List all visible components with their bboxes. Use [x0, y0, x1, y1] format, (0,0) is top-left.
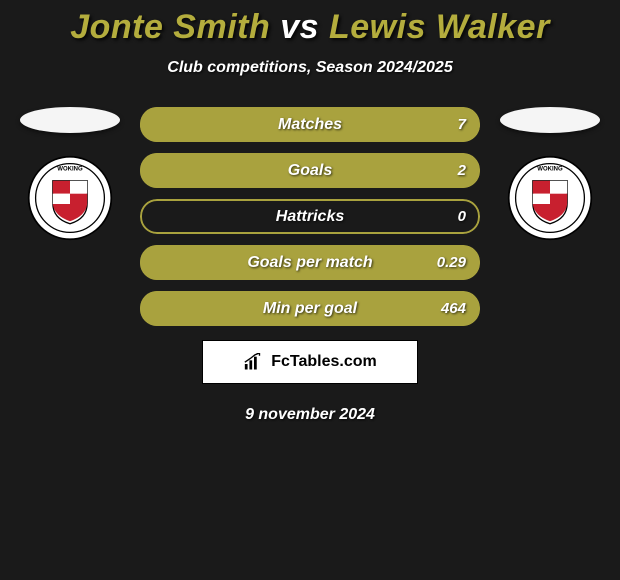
stat-label: Goals per match — [247, 254, 372, 272]
stat-value-right: 7 — [458, 116, 466, 133]
stats-column: Matches 7 Goals 2 Hattricks 0 Goals per match 0… — [140, 107, 480, 326]
subtitle: Club competitions, Season 2024/2025 — [0, 59, 620, 77]
player1-club-badge: WOKING — [27, 155, 113, 241]
stat-bar: Goals 2 — [140, 153, 480, 188]
comparison-row: WOKING Matches 7 Goals 2 Hattricks 0 Goals per… — [0, 107, 620, 326]
stat-bar: Goals per match 0.29 — [140, 245, 480, 280]
stat-label: Matches — [278, 116, 342, 134]
date-line: 9 november 2024 — [0, 406, 620, 424]
player1-country-flag — [20, 107, 120, 133]
stat-label: Hattricks — [276, 208, 344, 226]
stat-label: Min per goal — [263, 300, 357, 318]
stat-bar: Hattricks 0 — [140, 199, 480, 234]
player2-country-flag — [500, 107, 600, 133]
page-title: Jonte Smith vs Lewis Walker — [0, 8, 620, 47]
infographic-root: Jonte Smith vs Lewis Walker Club competi… — [0, 0, 620, 424]
stat-value-right: 2 — [458, 162, 466, 179]
stat-value-right: 0 — [458, 208, 466, 225]
title-player1: Jonte Smith — [70, 8, 270, 46]
stat-bar: Min per goal 464 — [140, 291, 480, 326]
title-player2: Lewis Walker — [329, 8, 550, 46]
player2-club-badge: WOKING — [507, 155, 593, 241]
brand-text: FcTables.com — [271, 353, 377, 371]
svg-text:WOKING: WOKING — [537, 166, 563, 172]
stat-value-right: 0.29 — [437, 254, 466, 271]
stat-bar: Matches 7 — [140, 107, 480, 142]
player2-column: WOKING — [500, 107, 600, 241]
brand-attribution: FcTables.com — [202, 340, 418, 384]
svg-text:WOKING: WOKING — [57, 166, 83, 172]
player1-column: WOKING — [20, 107, 120, 241]
stat-value-right: 464 — [441, 300, 466, 317]
stat-label: Goals — [288, 162, 332, 180]
title-vs: vs — [280, 8, 319, 46]
chart-icon — [243, 353, 265, 371]
